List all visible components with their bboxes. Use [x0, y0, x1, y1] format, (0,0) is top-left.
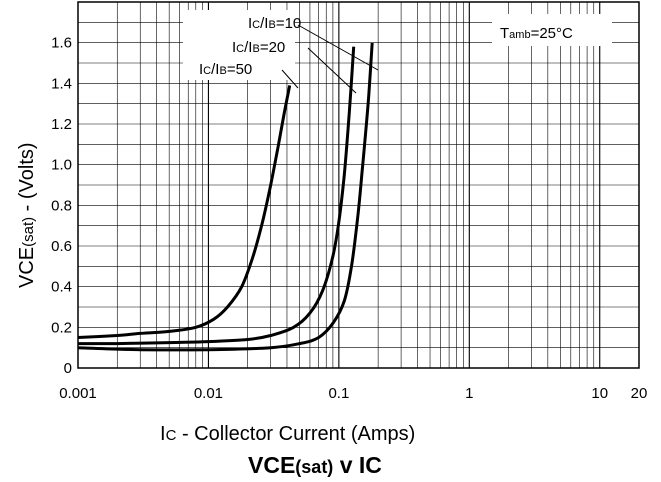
curve-label-backdrop [183, 10, 295, 80]
plot-frame [77, 1, 640, 369]
chart-title: VCE(sat) v IC [248, 452, 382, 478]
grid [78, 2, 639, 368]
x-tick-label: 20 [631, 385, 648, 402]
series-line-0 [77, 85, 292, 339]
y-tick-label: 1.6 [51, 35, 72, 52]
annotation-backdrop [492, 14, 612, 46]
series-label-10: IC/IB=10 [248, 15, 301, 32]
series-line-1 [77, 46, 356, 346]
series-line-2 [77, 42, 374, 352]
curve-labels: IC/IB=10 IC/IB=20 IC/IB=50 [183, 10, 379, 94]
ambient-annotation: Tamb=25°C [492, 14, 612, 46]
x-tick-label: 10 [591, 385, 608, 402]
x-tick-label: 0.01 [194, 385, 223, 402]
y-tick-label: 0.2 [51, 319, 72, 336]
x-tick-label: 1 [465, 385, 473, 402]
x-axis-title: IC - Collector Current (Amps) [160, 423, 415, 445]
leader-line-20 [307, 47, 357, 94]
y-axis-title: VCE(sat) - (Volts) [16, 142, 38, 288]
y-tick-label: 1.2 [51, 116, 72, 133]
leader-line-50 [281, 69, 299, 89]
tamb-label: Tamb=25°C [500, 25, 573, 42]
x-tick-label: 0.1 [328, 385, 349, 402]
y-tick-label: 0.4 [51, 279, 72, 296]
series-group [77, 42, 374, 352]
y-tick-label: 0 [64, 360, 72, 377]
leader-line-10 [297, 24, 379, 71]
series-label-20: IC/IB=20 [232, 39, 285, 56]
tick-labels: 0.001 0.01 0.1 1 10 20 0 0.2 0.4 0.6 0.8 1.0 1.2 1.4 1… [51, 35, 647, 402]
series-label-50: IC/IB=50 [199, 61, 252, 78]
y-tick-label: 0.6 [51, 238, 72, 255]
y-tick-label: 0.8 [51, 197, 72, 214]
y-tick-label: 1.0 [51, 157, 72, 174]
y-tick-label: 1.4 [51, 75, 72, 92]
x-tick-label: 0.001 [59, 385, 97, 402]
